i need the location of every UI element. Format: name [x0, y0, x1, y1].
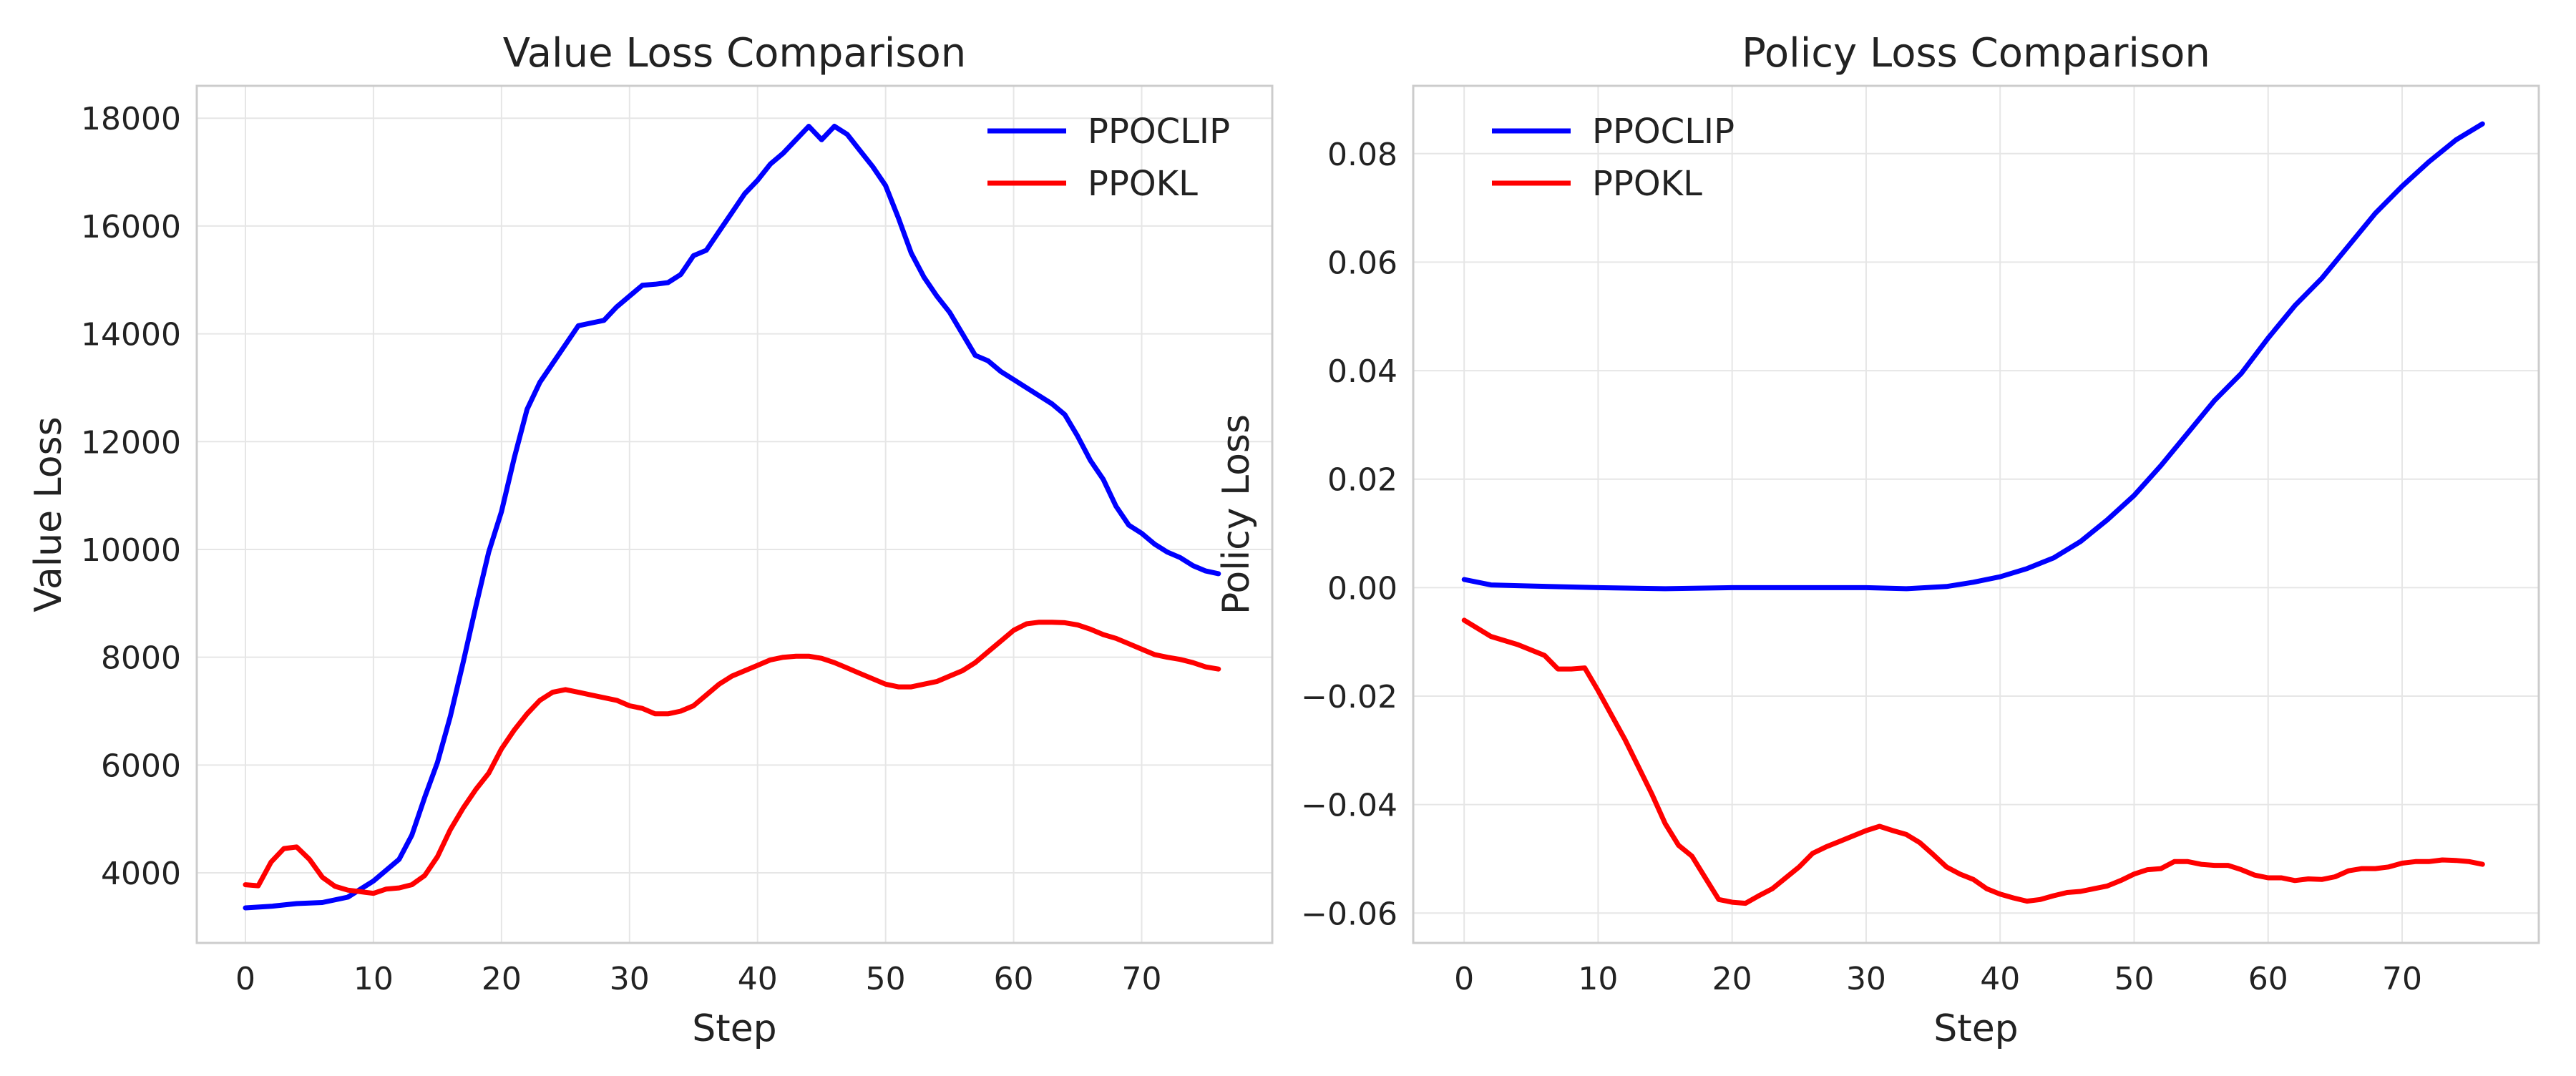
- y-tick-label: 0.08: [1327, 137, 1397, 173]
- y-tick-label: 0.06: [1327, 245, 1397, 281]
- chart-panel-1: 0 10 20 30 40 50 60 70 4000 6000 8000 10000 12000 140…: [27, 30, 1274, 1050]
- y-tick-label: 4000: [101, 856, 181, 892]
- series-line-ppoclip: [243, 124, 1221, 911]
- x-tick-label: 70: [1121, 961, 1161, 997]
- x-tick-label: 50: [866, 961, 906, 997]
- chart-title: Policy Loss Comparison: [1742, 30, 2210, 77]
- x-tick-label: 60: [994, 961, 1034, 997]
- x-tick-label: 10: [353, 961, 394, 997]
- chart-title: Value Loss Comparison: [503, 30, 967, 77]
- x-tick-label: 70: [2382, 961, 2422, 997]
- x-tick-label: 0: [1454, 961, 1474, 997]
- x-tick-label: 30: [610, 961, 650, 997]
- y-tick-label: 0.00: [1327, 570, 1397, 607]
- y-axis-label: Value Loss: [27, 416, 70, 612]
- plot-frame: [1412, 84, 2540, 944]
- y-tick-label: 12000: [81, 424, 181, 461]
- y-tick-label: −0.02: [1301, 679, 1397, 715]
- x-tick-label: 10: [1578, 961, 1618, 997]
- y-axis-label: Policy Loss: [1215, 414, 1258, 615]
- y-tick-label: 8000: [101, 640, 181, 677]
- legend-label: PPOKL: [1088, 164, 1198, 204]
- y-tick-label: 0.02: [1327, 462, 1397, 499]
- x-axis-label: Step: [692, 1007, 776, 1050]
- y-tick-label: 6000: [101, 748, 181, 784]
- legend-label: PPOKL: [1592, 164, 1702, 204]
- legend: PPOCLIP PPOKL: [1492, 112, 1735, 204]
- y-tick-label: −0.06: [1301, 896, 1397, 932]
- x-tick-label: 40: [738, 961, 778, 997]
- legend-label: PPOCLIP: [1088, 112, 1230, 152]
- y-tick-label: −0.04: [1301, 788, 1397, 824]
- y-tick-label: 10000: [81, 532, 181, 569]
- x-axis-label: Step: [1933, 1007, 2018, 1050]
- y-tick-label: 14000: [81, 317, 181, 353]
- y-tick-label: 18000: [81, 101, 181, 137]
- y-tick-label: 16000: [81, 209, 181, 245]
- plot-frame: [195, 84, 1274, 944]
- x-tick-label: 40: [1980, 961, 2020, 997]
- x-tick-label: 60: [2248, 961, 2288, 997]
- series-line-ppoclip: [1461, 121, 2485, 592]
- x-tick-label: 20: [1712, 961, 1752, 997]
- chart-panel-2: 0 10 20 30 40 50 60 70 −0.06 −0.04 −0.02 0.00 0.02 0.…: [1215, 30, 2540, 1050]
- x-tick-label: 0: [235, 961, 255, 997]
- legend: PPOCLIP PPOKL: [987, 112, 1230, 204]
- series-line-ppokl: [1461, 617, 2485, 906]
- x-tick-label: 30: [1846, 961, 1886, 997]
- x-tick-label: 50: [2114, 961, 2154, 997]
- x-tick-label: 20: [482, 961, 522, 997]
- legend-label: PPOCLIP: [1592, 112, 1735, 152]
- y-tick-label: 0.04: [1327, 353, 1397, 390]
- series-line-ppokl: [243, 620, 1221, 896]
